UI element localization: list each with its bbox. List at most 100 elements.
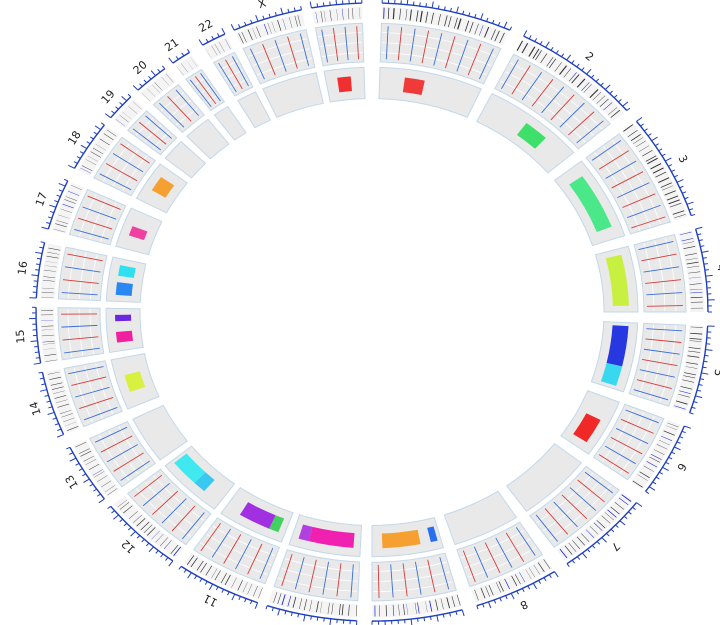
scale-tick — [480, 13, 484, 20]
scale-tick — [38, 371, 43, 374]
gene-marker — [211, 528, 231, 558]
gene-marker — [414, 561, 422, 595]
gene-track-chr-4 — [633, 233, 687, 313]
ideogram-band — [44, 265, 57, 268]
ideogram-band — [660, 182, 672, 188]
ideogram-band — [666, 425, 678, 431]
highlight-chr-12 — [174, 453, 206, 483]
scale-tick — [186, 49, 190, 53]
ideogram-band — [218, 41, 225, 52]
highlight-chr-10 — [308, 526, 355, 548]
ideogram-band — [607, 509, 617, 518]
gene-marker — [511, 65, 531, 95]
ideogram-chr-17 — [52, 182, 85, 234]
gene-marker — [322, 561, 330, 595]
gene-track-guide — [89, 309, 95, 354]
scale-tick — [684, 425, 692, 429]
gene-marker — [576, 120, 604, 144]
ideogram-band — [663, 430, 675, 436]
ideogram-band — [485, 586, 490, 597]
scale-tick — [183, 569, 187, 573]
ideogram-band — [342, 8, 344, 20]
ideogram-band — [647, 157, 658, 165]
gene-track-chr-5 — [628, 322, 687, 407]
gene-track-guide — [200, 542, 268, 575]
ideogram-band — [639, 471, 650, 479]
scale-tick — [322, 2, 325, 7]
highlight-chr-2 — [516, 123, 546, 149]
scale-tick — [431, 1, 434, 8]
scale-tick — [178, 566, 182, 570]
scale-arc-chr-14 — [41, 372, 65, 435]
ideogram-band — [519, 572, 526, 583]
gene-marker — [622, 193, 656, 208]
chromosome-label-8: 8 — [518, 597, 530, 612]
scale-tick — [698, 239, 703, 242]
ideogram-band — [429, 600, 433, 612]
gene-marker — [397, 27, 403, 61]
scale-tick — [86, 141, 91, 145]
ideogram-band — [672, 210, 685, 215]
ideogram-band — [559, 548, 568, 559]
scale-tick — [49, 204, 57, 208]
scale-tick — [157, 68, 161, 73]
ideogram-chr-x — [235, 13, 306, 46]
scale-tick — [674, 446, 681, 451]
gene-track-guide — [464, 538, 531, 569]
ideogram-band — [383, 7, 385, 19]
ideogram-band — [662, 185, 674, 191]
ideogram-band — [409, 9, 412, 21]
gene-track-guide — [122, 155, 148, 191]
chromosome-label-13: 13 — [63, 473, 81, 492]
chromosome-label-18: 18 — [65, 129, 83, 148]
scale-tick — [527, 585, 531, 590]
ideogram-band — [683, 245, 696, 250]
gene-track-guide — [643, 243, 655, 311]
scale-tick — [290, 612, 293, 616]
gene-track-guide — [594, 152, 640, 231]
ideogram-band — [469, 21, 474, 33]
ideogram-band — [479, 25, 484, 36]
gene-marker — [646, 292, 683, 296]
scale-tick — [303, 614, 306, 622]
scale-tick — [221, 589, 225, 593]
highlight-track-chr-21 — [213, 105, 247, 141]
scale-tick — [601, 537, 607, 543]
ideogram-band — [686, 261, 699, 265]
scale-tick — [571, 559, 575, 564]
ideogram-band — [323, 10, 326, 22]
scale-tick — [696, 389, 702, 392]
scale-tick — [265, 605, 268, 610]
highlight-track-chr-1 — [378, 66, 482, 119]
ideogram-band — [498, 581, 504, 592]
scale-tick — [576, 63, 580, 68]
ideogram-band — [90, 151, 101, 158]
scale-tick — [221, 28, 226, 35]
ideogram-chr-11 — [183, 552, 264, 600]
gene-marker — [299, 33, 310, 66]
ideogram-band — [287, 595, 292, 607]
scale-arc-chr-5 — [688, 325, 709, 414]
scale-tick — [497, 21, 501, 26]
ideogram-band — [336, 9, 338, 21]
scale-tick — [644, 128, 648, 132]
gene-track-guide — [144, 482, 198, 529]
gene-marker — [200, 522, 222, 552]
scale-tick — [705, 274, 713, 277]
scale-tick — [697, 233, 702, 236]
ideogram-band — [309, 600, 313, 612]
ideogram-band — [41, 292, 54, 294]
scale-tick — [40, 241, 45, 244]
ideogram-band — [685, 257, 698, 261]
scale-tick — [75, 463, 80, 466]
ideogram-band — [674, 214, 686, 219]
scale-tick — [148, 546, 154, 553]
scale-tick — [52, 417, 57, 420]
ideogram-band — [642, 149, 653, 157]
ideogram-band — [646, 461, 658, 468]
gene-marker — [321, 29, 328, 63]
ideogram-band — [685, 366, 698, 369]
scale-tick — [76, 156, 81, 159]
scale-tick — [58, 182, 66, 187]
gene-marker — [132, 128, 162, 151]
